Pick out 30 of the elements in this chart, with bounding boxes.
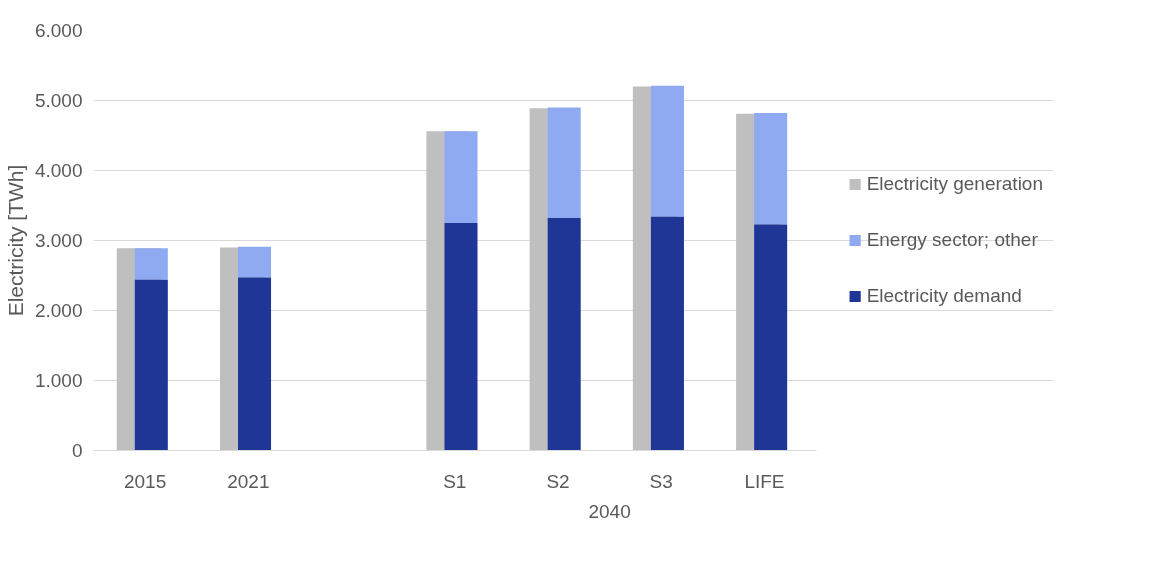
bar	[650, 216, 684, 451]
bar	[134, 279, 168, 451]
text: 2040	[588, 500, 631, 522]
y-tick-label: 4.000	[34, 160, 83, 181]
y-tick-label: 1.000	[34, 370, 83, 391]
x-tick-label: S1	[443, 470, 467, 492]
bar	[444, 223, 478, 451]
y-tick-label: 0	[71, 440, 83, 461]
bar	[134, 248, 168, 280]
legend-label: Electricity demand	[866, 285, 1022, 307]
bar	[547, 107, 581, 219]
x-tick-label: S2	[546, 470, 570, 492]
y-tick-label: 3.000	[34, 230, 83, 251]
bar	[238, 277, 272, 451]
y-tick-label: 6.000	[34, 20, 83, 41]
x-tick-label: S3	[649, 470, 673, 492]
legend-label: Electricity generation	[866, 173, 1043, 195]
bar	[754, 224, 788, 451]
bar	[754, 113, 788, 225]
bar	[444, 131, 478, 223]
x-tick-label: 2021	[227, 470, 270, 492]
bar	[238, 246, 272, 278]
y-axis-title: Electricity [TWh]	[3, 164, 27, 317]
x-tick-label: 2015	[123, 470, 167, 492]
x-tick-label: LIFE	[744, 470, 785, 492]
bar	[650, 85, 684, 217]
y-tick-label: 2.000	[34, 300, 83, 321]
legend-label: Energy sector; other	[866, 229, 1038, 251]
y-tick-label: 5.000	[34, 90, 83, 111]
bar	[547, 218, 581, 451]
